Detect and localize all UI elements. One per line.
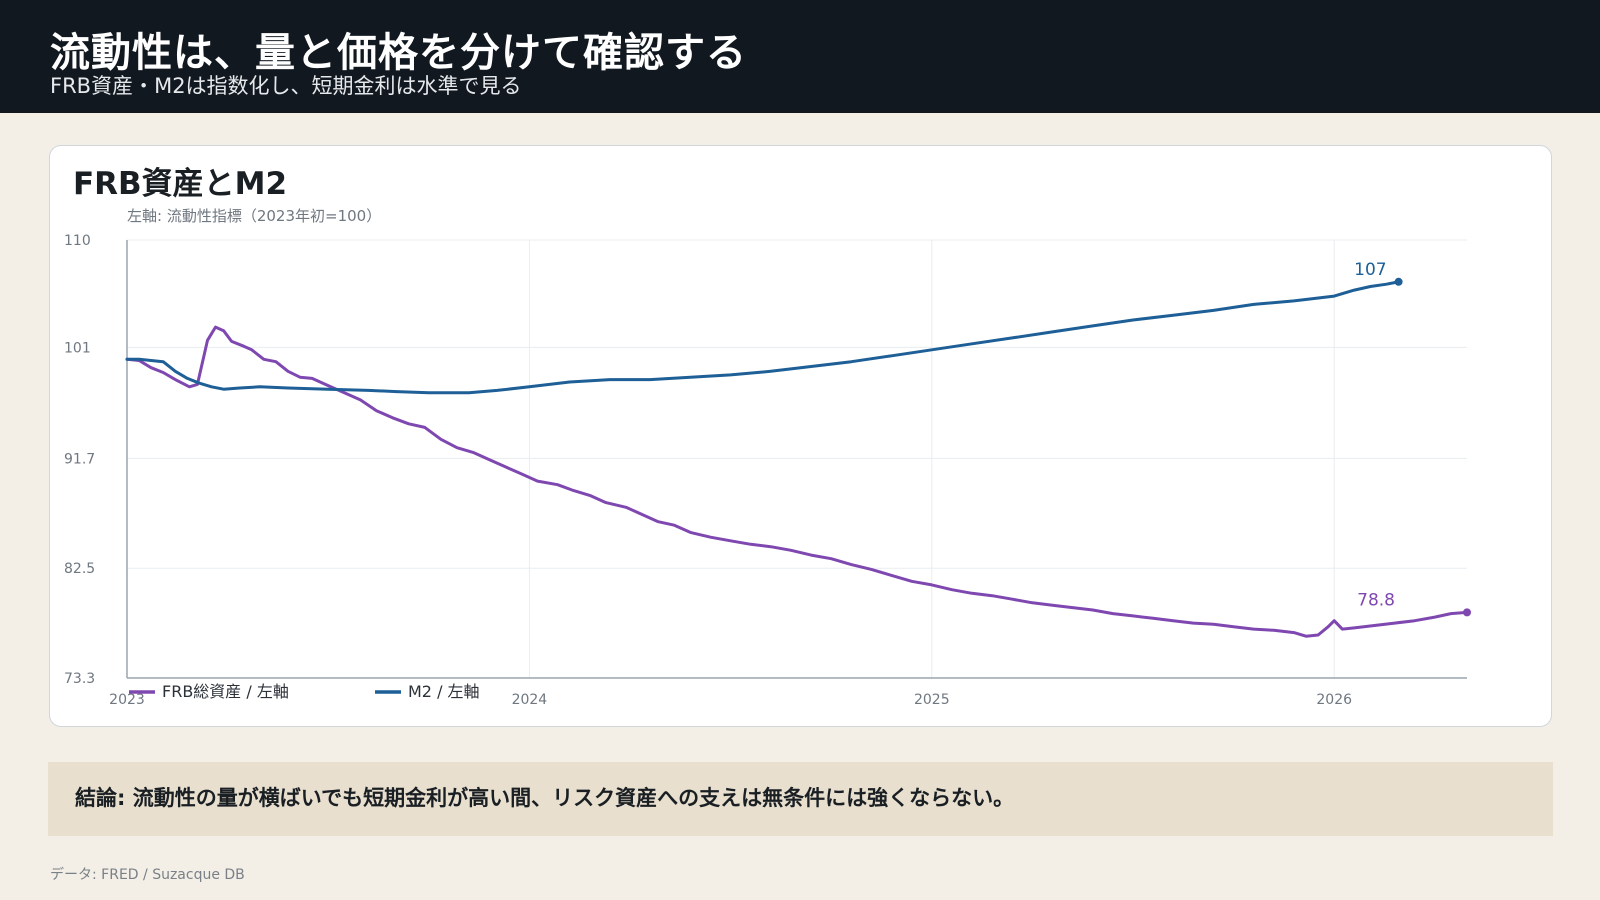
x-tick-label: 2025 <box>914 692 950 708</box>
header-banner: 流動性は、量と価格を分けて確認する FRB資産・M2は指数化し、短期金利は水準で… <box>0 0 1600 113</box>
chart-svg: 左軸: 流動性指標（2023年初=100） 110 101 91.7 82.5 73.3… <box>64 207 1471 708</box>
series-end-point-frb <box>1463 608 1471 617</box>
chart-card <box>49 145 1552 727</box>
page-subtitle: FRB資産・M2は指数化し、短期金利は水準で見る <box>50 74 522 98</box>
y-tick-label: 91.7 <box>64 451 95 467</box>
series-line-frb <box>125 325 1469 638</box>
series-end-label-frb: 78.8 <box>1357 590 1395 610</box>
data-source: データ: FRED / Suzacque DB <box>50 867 245 883</box>
y-tick-label: 82.5 <box>64 561 95 577</box>
y-tick-label: 110 <box>64 233 91 249</box>
legend-label-m2: M2 / 左軸 <box>408 682 480 701</box>
x-tick-label: 2024 <box>512 692 548 708</box>
series-layer: 78.8 107 <box>125 260 1471 638</box>
conclusion-box: 結論: 流動性の量が横ばいでも短期金利が高い間、リスク資産への支えは無条件には強… <box>48 762 1553 836</box>
chart-title: FRB資産とM2 <box>73 166 288 202</box>
legend: FRB総資産 / 左軸 M2 / 左軸 <box>129 682 480 701</box>
y-tick-label: 73.3 <box>64 671 95 687</box>
conclusion-text: 結論: 流動性の量が横ばいでも短期金利が高い間、リスク資産への支えは無条件には強… <box>75 786 1015 810</box>
x-tick-label: 2026 <box>1316 692 1352 708</box>
grid-layer: 110 101 91.7 82.5 73.3 2023 2024 2025 2026 <box>64 233 1467 708</box>
series-end-point-m2 <box>1394 277 1403 286</box>
legend-label-frb: FRB総資産 / 左軸 <box>162 682 289 701</box>
x-tick-label: 2023 <box>109 692 145 708</box>
series-end-label-m2: 107 <box>1354 260 1386 280</box>
page-title: 流動性は、量と価格を分けて確認する <box>50 30 747 76</box>
series-line-m2 <box>125 280 1401 395</box>
y-axis-label: 左軸: 流動性指標（2023年初=100） <box>127 207 381 225</box>
y-tick-label: 101 <box>64 340 91 356</box>
